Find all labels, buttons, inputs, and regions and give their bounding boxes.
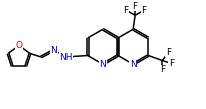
Text: N: N bbox=[99, 60, 106, 69]
Text: F: F bbox=[160, 65, 165, 74]
Text: F: F bbox=[166, 48, 171, 57]
Text: N: N bbox=[51, 45, 57, 54]
Text: F: F bbox=[133, 2, 138, 11]
Text: NH: NH bbox=[59, 53, 73, 61]
Text: F: F bbox=[169, 59, 174, 68]
Text: F: F bbox=[142, 6, 147, 15]
Text: O: O bbox=[15, 41, 22, 50]
Text: N: N bbox=[130, 60, 137, 69]
Text: F: F bbox=[124, 6, 129, 15]
